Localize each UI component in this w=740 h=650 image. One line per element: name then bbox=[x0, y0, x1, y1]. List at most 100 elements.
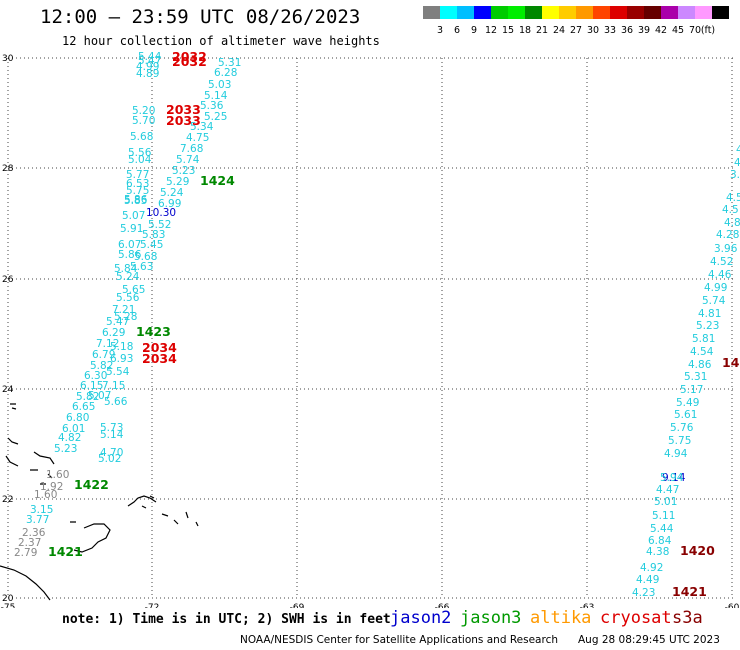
lon-label: -60 bbox=[725, 603, 740, 608]
island-cuba-east bbox=[0, 565, 51, 601]
wave-height-label: 5.73 bbox=[100, 422, 123, 434]
wave-height-label: 5.61 bbox=[674, 409, 697, 421]
generation-timestamp: Aug 28 08:29:45 UTC 2023 bbox=[578, 634, 720, 646]
footnote: note: 1) Time is in UTC; 2) SWH is in fe… bbox=[62, 612, 391, 627]
wave-height-label: 5.75 bbox=[126, 185, 149, 197]
legend-label: 70 bbox=[689, 25, 701, 36]
wave-height-label: 5.75 bbox=[668, 435, 691, 447]
wave-height-label: 5.36 bbox=[200, 100, 224, 112]
pass-time-label: 2032 bbox=[172, 49, 207, 64]
legend-swatch bbox=[525, 6, 542, 19]
wave-height-label: 1.60 bbox=[46, 469, 69, 481]
wave-height-label: 5.94 bbox=[660, 472, 684, 484]
wave-height-label: 5.07 bbox=[122, 210, 145, 222]
pass-time-label: 1424 bbox=[200, 173, 235, 188]
wave-height-label: 5.74 bbox=[176, 154, 200, 166]
wave-height-label: 4.46 bbox=[708, 269, 732, 281]
lat-lon-grid bbox=[7, 57, 736, 599]
wave-height-label: 6.53 bbox=[126, 178, 149, 190]
legend-label: 27 bbox=[570, 25, 582, 36]
wave-height-label: 5.17 bbox=[680, 384, 703, 396]
wave-height-label: 3.3 bbox=[730, 169, 740, 181]
wave-height-label: 1.60 bbox=[34, 489, 57, 501]
wave-height-label: 10.30 bbox=[146, 207, 176, 219]
wave-height-label: 5.31 bbox=[684, 371, 707, 383]
legend-label: 3 bbox=[437, 25, 443, 36]
wave-height-label: 5.74 bbox=[702, 295, 726, 307]
pass-time-label: 2033 bbox=[166, 102, 201, 117]
wave-height-label: 5.28 bbox=[114, 311, 137, 323]
legend-swatch bbox=[559, 6, 576, 19]
lon-label: -63 bbox=[580, 603, 595, 608]
wave-height-label: 4.70 bbox=[100, 447, 123, 459]
wave-height-label: 6.07 bbox=[118, 239, 141, 251]
wave-height-label: 6.01 bbox=[62, 423, 85, 435]
wave-height-label: 5.44 bbox=[650, 523, 674, 535]
wave-height-label: 5.82 bbox=[76, 391, 99, 403]
wave-height-label: 5.34 bbox=[190, 121, 214, 133]
wave-height-label: 5.20 bbox=[132, 105, 155, 117]
wave-height-label: 5.49 bbox=[676, 397, 699, 409]
wave-height-label: 4.5 bbox=[734, 157, 740, 169]
wave-height-label: 2.37 bbox=[18, 537, 41, 549]
wave-height-label: 5.31 bbox=[218, 57, 241, 69]
legend-swatch bbox=[440, 6, 457, 19]
legend-swatch bbox=[457, 6, 474, 19]
wave-height-label: 5.45 bbox=[140, 239, 163, 251]
legend-label: 24 bbox=[553, 25, 565, 36]
land-outlines bbox=[0, 403, 199, 601]
wave-height-label: 6.30 bbox=[84, 370, 107, 382]
wave-height-label: 5.76 bbox=[670, 422, 694, 434]
legend-swatch bbox=[474, 6, 491, 19]
legend-label: 15 bbox=[502, 25, 514, 36]
wave-height-label: 7.12 bbox=[96, 338, 119, 350]
lat-label: 30 bbox=[2, 54, 14, 64]
lon-label: -66 bbox=[435, 603, 450, 608]
wave-height-label: 3.15 bbox=[30, 504, 53, 516]
wave-height-label: 5.56 bbox=[116, 292, 140, 304]
wave-height-label: 5.85 bbox=[124, 195, 147, 207]
wave-height-label: 6.93 bbox=[110, 353, 133, 365]
wave-height-label: 5.77 bbox=[126, 169, 149, 181]
legend-label: 45 bbox=[672, 25, 684, 36]
legend-swatch bbox=[542, 6, 559, 19]
pass-time-label: 2032 bbox=[172, 54, 207, 69]
wave-height-label: 5.84 bbox=[114, 263, 138, 275]
lat-label: 22 bbox=[2, 495, 13, 505]
lon-label: -72 bbox=[145, 603, 160, 608]
wave-height-label: 6.15 bbox=[80, 380, 103, 392]
wave-height-label: 5.04 bbox=[128, 154, 152, 166]
wave-height-label: 4.94 bbox=[664, 448, 688, 460]
wave-height-label: 4.89 bbox=[136, 68, 159, 80]
wave-height-label: 5.70 bbox=[132, 115, 155, 127]
legend-swatch bbox=[661, 6, 678, 19]
wave-height-label: 4.52 bbox=[710, 256, 733, 268]
wave-height-label: 7.15 bbox=[102, 380, 125, 392]
satellite-jason3: jason3 bbox=[460, 608, 522, 628]
wave-height-label: 5.03 bbox=[208, 79, 231, 91]
wave-height-label: 5.47 bbox=[138, 55, 161, 67]
wave-height-label: 2.79 bbox=[14, 547, 37, 559]
wave-height-label: 4.5 bbox=[722, 204, 739, 216]
wave-height-label: 5.47 bbox=[106, 316, 129, 328]
legend-label: (ft) bbox=[701, 25, 715, 36]
wave-height-label: 4.92 bbox=[640, 562, 663, 574]
wave-height-label: 5.68 bbox=[134, 251, 157, 263]
wave-height-label: 4.75 bbox=[186, 132, 209, 144]
wave-height-label: 4.99 bbox=[704, 282, 727, 294]
wave-height-label: 5.18 bbox=[110, 341, 133, 353]
wave-height-label: 4.80 bbox=[724, 217, 740, 229]
wave-height-label: 4.47 bbox=[656, 484, 679, 496]
wave-height-label: 5.56 bbox=[128, 147, 152, 159]
pass-time-label: 1423 bbox=[136, 324, 171, 339]
axis-labels: 30 28 26 24 22 20-75 -72 -69 -66 -63 -60 bbox=[1, 54, 740, 608]
wave-height-label: 5.86 bbox=[124, 194, 148, 206]
wave-height-label: 6.84 bbox=[648, 535, 672, 547]
wave-height-label: 5.25 bbox=[204, 111, 227, 123]
chart-subtitle: 12 hour collection of altimeter wave hei… bbox=[62, 34, 380, 48]
lat-label: 28 bbox=[2, 164, 14, 174]
pass-time-label: 1421 bbox=[672, 584, 707, 599]
wave-height-label: 9.14 bbox=[662, 472, 686, 484]
island-caicos bbox=[127, 495, 199, 527]
legend-label: 9 bbox=[471, 25, 477, 36]
